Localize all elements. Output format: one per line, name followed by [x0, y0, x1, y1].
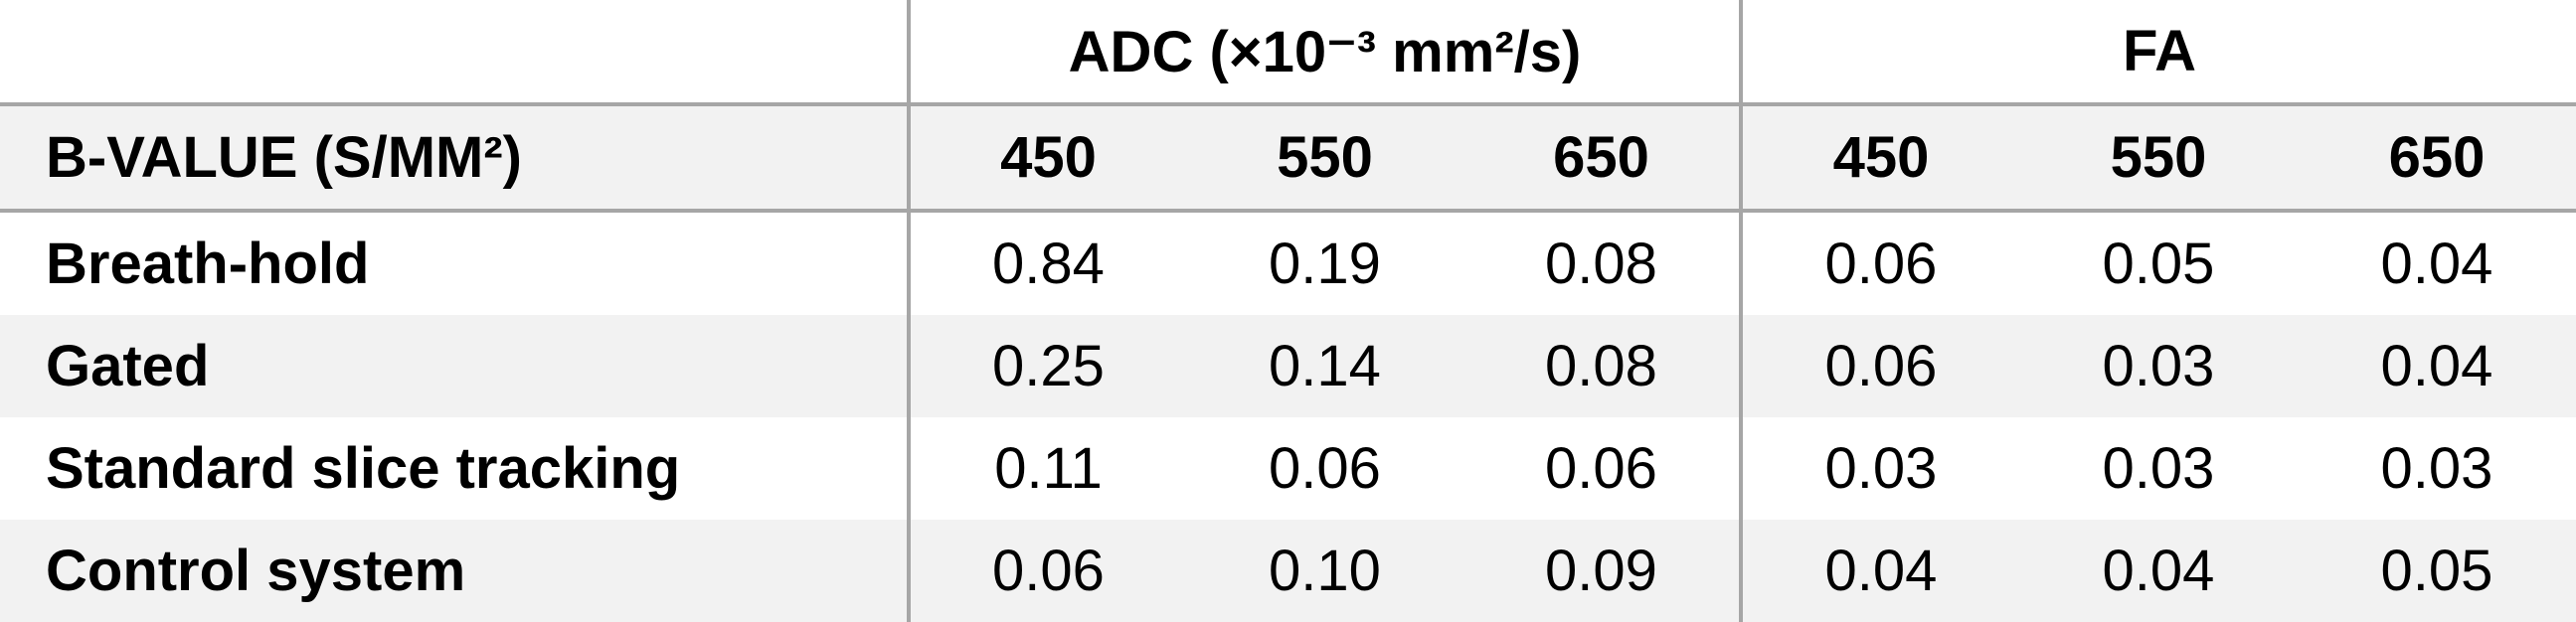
value-cell: 0.03	[2019, 315, 2298, 417]
row-label: Breath-hold	[46, 232, 370, 296]
row-header-label: B-VALUE (S/MM²)	[0, 104, 909, 213]
value-cell: 0.05	[2298, 520, 2576, 622]
value-cell: 0.06	[1545, 436, 1657, 501]
value-cell: 0.09	[1463, 520, 1741, 622]
value-cell: 0.06	[1269, 436, 1381, 501]
b-value-header: 650	[2298, 104, 2576, 213]
b-value-header: 550	[2019, 104, 2298, 213]
group-header: FA	[1739, 0, 2576, 106]
value-cell: 0.84	[907, 211, 1186, 315]
value-cell: 0.10	[1186, 520, 1463, 622]
value-cell: 0.03	[2102, 436, 2215, 501]
value-cell: 0.04	[1739, 520, 2019, 622]
row-label: Control system	[0, 520, 909, 622]
table-row: Breath-hold 0.84 0.19 0.08 0.06 0.05 0.04	[0, 211, 2576, 315]
b-value-header: 650	[1463, 104, 1741, 213]
value-cell: 0.19	[1269, 232, 1381, 296]
row-label: Gated	[0, 315, 909, 417]
empty-cell	[0, 0, 909, 106]
value-cell: 0.06	[1739, 315, 2019, 417]
table-row: Gated 0.25 0.14 0.08 0.06 0.03 0.04	[0, 315, 2576, 417]
table-row: Control system 0.06 0.10 0.09 0.04 0.04 0.05	[0, 520, 2576, 622]
row-label: Standard slice tracking	[46, 436, 681, 501]
value-cell: 0.06	[907, 520, 1186, 622]
table-row: Standard slice tracking 0.11 0.06 0.06 0.03 0…	[0, 417, 2576, 520]
b-value-header: 450	[907, 104, 1186, 213]
value-cell: 0.11	[907, 417, 1186, 520]
value-cell: 0.25	[907, 315, 1186, 417]
b-value-header: 550	[1186, 104, 1463, 213]
value-cell: 0.04	[2019, 520, 2298, 622]
value-cell: 0.14	[1186, 315, 1463, 417]
value-cell: 0.04	[2298, 315, 2576, 417]
value-cell: 0.06	[1739, 211, 2019, 315]
table-row: B-VALUE (S/MM²) 450 550 650 450 550 650	[0, 104, 2576, 213]
value-cell: 0.08	[1463, 315, 1741, 417]
value-cell: 0.03	[1739, 417, 2019, 520]
b-value-header: 450	[1739, 104, 2019, 213]
value-cell: 0.04	[2380, 232, 2493, 296]
value-cell: 0.05	[2102, 232, 2215, 296]
table-row: ADC (×10⁻³ mm²/s) FA	[0, 0, 2576, 106]
value-cell: 0.08	[1545, 232, 1657, 296]
group-header: ADC (×10⁻³ mm²/s)	[907, 0, 1741, 106]
value-cell: 0.03	[2380, 436, 2493, 501]
